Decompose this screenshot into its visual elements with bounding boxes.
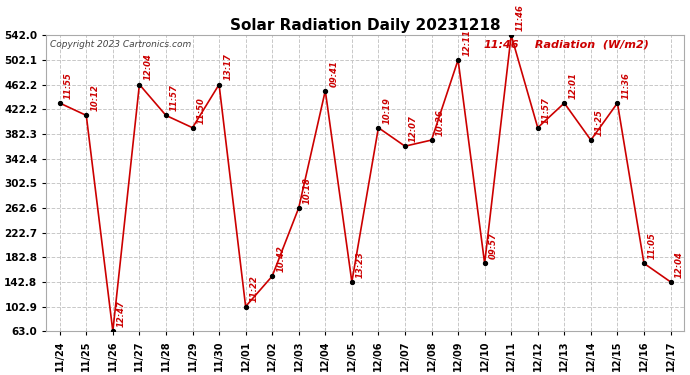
Point	[319, 88, 331, 94]
Text: 11:55: 11:55	[64, 72, 73, 99]
Text: 11:46: 11:46	[515, 4, 524, 31]
Text: 10:19: 10:19	[382, 97, 391, 123]
Point	[293, 205, 304, 211]
Text: 11:50: 11:50	[197, 97, 206, 123]
Text: 12:04: 12:04	[144, 54, 152, 80]
Text: 11:57: 11:57	[542, 97, 551, 123]
Text: 10:12: 10:12	[90, 84, 99, 111]
Text: 09:57: 09:57	[489, 232, 497, 259]
Text: Radiation  (W/m2): Radiation (W/m2)	[531, 40, 649, 50]
Point	[213, 81, 224, 87]
Point	[400, 143, 411, 149]
Text: 12:47: 12:47	[117, 300, 126, 327]
Text: 12:11: 12:11	[462, 29, 471, 56]
Point	[479, 260, 490, 266]
Point	[266, 273, 277, 279]
Text: 10:18: 10:18	[303, 177, 312, 204]
Text: 12:01: 12:01	[569, 72, 578, 99]
Point	[108, 328, 119, 334]
Text: 13:17: 13:17	[224, 54, 233, 80]
Text: 10:26: 10:26	[435, 109, 444, 136]
Point	[373, 125, 384, 131]
Text: 10:42: 10:42	[276, 245, 286, 272]
Title: Solar Radiation Daily 20231218: Solar Radiation Daily 20231218	[230, 18, 500, 33]
Point	[506, 32, 517, 38]
Text: 09:41: 09:41	[329, 60, 339, 87]
Point	[665, 279, 676, 285]
Point	[559, 100, 570, 106]
Point	[161, 112, 172, 118]
Point	[612, 100, 623, 106]
Text: 11:57: 11:57	[170, 84, 179, 111]
Point	[134, 81, 145, 87]
Point	[346, 279, 357, 285]
Text: Copyright 2023 Cartronics.com: Copyright 2023 Cartronics.com	[50, 40, 191, 49]
Text: 11:36: 11:36	[622, 72, 631, 99]
Point	[81, 112, 92, 118]
Point	[426, 137, 437, 143]
Point	[532, 125, 543, 131]
Text: 11:05: 11:05	[648, 232, 657, 259]
Point	[453, 57, 464, 63]
Text: 11:46: 11:46	[483, 40, 519, 50]
Text: 12:07: 12:07	[409, 115, 418, 142]
Point	[187, 125, 198, 131]
Text: 11:22: 11:22	[250, 276, 259, 302]
Text: 11:25: 11:25	[595, 109, 604, 136]
Point	[638, 260, 649, 266]
Point	[585, 137, 596, 143]
Point	[55, 100, 66, 106]
Point	[240, 303, 251, 309]
Text: 13:23: 13:23	[356, 251, 365, 278]
Text: 12:04: 12:04	[675, 251, 684, 278]
